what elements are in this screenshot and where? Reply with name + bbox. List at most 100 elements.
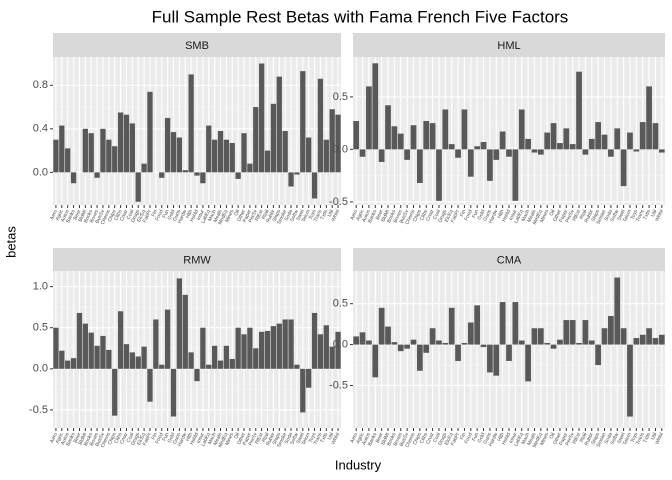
x-tick-label: Hlth	[496, 209, 505, 220]
bar	[614, 277, 621, 345]
x-tick-label: BldMt	[380, 431, 391, 446]
x-tick-label: Food	[464, 209, 474, 222]
bar	[241, 334, 247, 369]
x-tick-label: Coal	[126, 209, 136, 221]
y-tick-label: 0.0	[33, 166, 48, 178]
x-tick-label: Mach	[521, 432, 532, 446]
bar	[129, 123, 135, 173]
bar	[455, 344, 461, 361]
bar	[537, 328, 544, 345]
bar	[270, 103, 277, 173]
x-tick-label: Softw	[289, 209, 300, 223]
bar	[164, 309, 171, 369]
x-tick-label: Hlth	[185, 209, 194, 220]
x-tick-label: Hardw	[177, 432, 189, 448]
bar	[153, 319, 159, 369]
bar	[410, 125, 417, 150]
x-tick-label: Chips	[412, 431, 423, 446]
bar	[442, 342, 449, 345]
bar	[241, 133, 247, 173]
x-tick-label: LabEq	[513, 432, 525, 448]
bar	[442, 109, 449, 150]
bar	[601, 134, 608, 150]
bar	[141, 346, 147, 369]
bar	[620, 328, 627, 345]
x-tick-label: Beer	[375, 209, 385, 221]
bar	[506, 344, 512, 361]
strip	[53, 248, 341, 271]
bar	[557, 339, 563, 345]
bar	[123, 344, 130, 369]
x-tick-label: Telcm	[622, 432, 633, 446]
bar	[448, 307, 455, 345]
x-tick-label: Ships	[590, 208, 601, 222]
bar	[525, 138, 531, 150]
x-tick-label: Telcm	[301, 432, 312, 446]
bar	[474, 146, 481, 150]
x-tick-label: Cnstr	[425, 432, 436, 446]
bar	[639, 122, 646, 150]
x-tick-label: BusSv	[399, 431, 411, 447]
bar	[639, 334, 646, 345]
y-tick-label: 0.5	[333, 298, 348, 310]
bar	[82, 323, 88, 369]
x-tick-label: LabEq	[513, 209, 525, 225]
bar	[385, 105, 391, 150]
bar	[311, 312, 318, 369]
x-tick-label: Clths	[419, 208, 429, 221]
x-tick-label: Util	[327, 432, 335, 441]
x-tick-label: BusSv	[399, 208, 411, 224]
bar	[147, 91, 153, 173]
bar	[282, 319, 288, 369]
x-tick-label: Fin	[150, 209, 158, 218]
x-tick-label: Txtls	[319, 208, 329, 221]
bar	[518, 109, 525, 150]
x-tick-label: Ships	[272, 208, 283, 222]
x-tick-label: Other	[236, 432, 247, 446]
x-tick-label: RlEst	[254, 431, 265, 445]
bar	[378, 307, 385, 345]
bar	[294, 364, 300, 369]
bar	[569, 144, 576, 150]
x-tick-label: Toys	[630, 208, 640, 220]
x-tick-label: Util	[650, 432, 658, 441]
x-tick-label: Rubbr	[265, 432, 276, 447]
bar	[391, 126, 398, 150]
x-tick-label: Guns	[172, 431, 183, 445]
x-tick-label: Aero	[49, 209, 59, 221]
x-tick-label: BldMt	[78, 208, 89, 223]
bar	[176, 137, 183, 173]
bar	[569, 320, 576, 345]
x-tick-label: ElcEq	[444, 209, 455, 224]
x-tick-label: Trans	[635, 208, 646, 222]
x-tick-label: Rubbr	[584, 432, 595, 447]
bar	[70, 358, 77, 369]
bar	[480, 142, 487, 150]
bar	[164, 117, 171, 173]
bar	[416, 344, 423, 371]
y-tick-label: 0.0	[33, 363, 48, 375]
bar	[359, 149, 366, 157]
bar	[461, 342, 468, 345]
x-tick-label: RlEst	[572, 431, 583, 445]
bar	[317, 78, 324, 173]
bar	[588, 340, 595, 345]
bar	[188, 74, 194, 173]
bar	[176, 278, 183, 369]
x-tick-label: Soda	[284, 432, 294, 445]
x-tick-label: Autos	[60, 208, 71, 223]
x-tick-label: Drugs	[130, 431, 141, 446]
x-tick-label: Aero	[349, 209, 359, 221]
x-tick-label: PerSv	[564, 431, 575, 446]
x-tick-label: PerSv	[248, 431, 259, 446]
bar	[531, 149, 538, 153]
bar	[323, 325, 329, 369]
x-tick-label: Meals	[526, 431, 537, 446]
x-tick-label: Util	[650, 209, 658, 218]
x-tick-label: Beer	[375, 432, 385, 444]
bar	[53, 139, 59, 173]
bar	[117, 112, 124, 173]
x-tick-label: Ships	[590, 431, 601, 445]
bar	[366, 86, 372, 150]
